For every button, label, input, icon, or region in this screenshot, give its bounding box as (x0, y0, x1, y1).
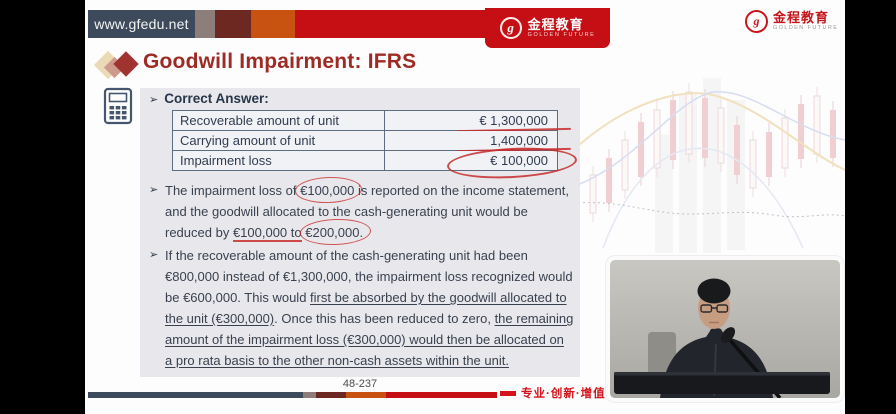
footer-color-segment (88, 392, 303, 398)
answer-table: Recoverable amount of unit € 1,300,000 C… (172, 110, 559, 171)
brand-logo: g 金程教育 GOLDEN FUTURE (745, 10, 838, 33)
presenter-video (610, 260, 840, 398)
correct-answer-heading: ➢ Correct Answer: (149, 91, 269, 106)
pillarbox-left (0, 0, 85, 414)
desk (614, 372, 830, 394)
bullet-item: ➢ The impairment loss of €100,000 is rep… (149, 180, 573, 243)
calculator-icon (103, 87, 133, 125)
lecture-slide: www.gfedu.net g 金程教育 GOLDEN FUTURE g 金程教… (85, 0, 845, 414)
chair-back (648, 332, 676, 376)
table-cell-label: Carrying amount of unit (172, 130, 385, 151)
brand-ribbon: g 金程教育 GOLDEN FUTURE (485, 8, 610, 48)
bullet-list: ➢ The impairment loss of €100,000 is rep… (149, 180, 573, 373)
brand-seal-icon: g (499, 17, 522, 39)
page-number: 48-237 (342, 378, 378, 390)
microphone-icon (720, 327, 736, 343)
footer-color-segment (303, 392, 316, 398)
footer-slogan: 专业·创新·增值 (521, 388, 606, 400)
footer-color-segment (346, 392, 386, 398)
footer-color-segment (316, 392, 346, 398)
slide-content-panel: ➢ Correct Answer: Recoverable amount of … (140, 88, 580, 377)
dash-icon (500, 390, 516, 396)
brand-name: 金程教育 (773, 10, 830, 26)
brand-subtitle: GOLDEN FUTURE (773, 25, 839, 32)
bullet-text: The impairment loss of €100,000 is repor… (165, 180, 569, 243)
table-row: Impairment loss € 100,000 (172, 150, 559, 171)
pillarbox-right (845, 0, 896, 414)
glasses-icon (700, 304, 729, 313)
topbar-color-segment (215, 10, 251, 38)
candlestick-watermark (563, 78, 845, 253)
brand-name: 金程教育 (527, 16, 584, 32)
table-cell-label: Impairment loss (172, 150, 385, 171)
footer-color-segment (386, 392, 497, 398)
footer-color-bar (88, 392, 497, 398)
table-cell-value: € 100,000 (383, 150, 559, 171)
topbar-color-segment (251, 10, 295, 38)
arrow-bullet-icon: ➢ (149, 249, 159, 261)
presenter-hair (697, 278, 731, 304)
desk-edge (614, 372, 830, 376)
brand-seal-icon: g (745, 10, 768, 33)
title-diamond-decoration (93, 48, 143, 82)
bullet-item: ➢ If the recoverable amount of the cash-… (149, 245, 573, 371)
webcam-frame (606, 256, 844, 402)
arrow-bullet-icon: ➢ (149, 94, 159, 106)
table-cell-label: Recoverable amount of unit (172, 110, 385, 131)
table-row: Carrying amount of unit 1,400,000 (172, 130, 559, 151)
arrow-bullet-icon: ➢ (149, 184, 159, 196)
correct-answer-label: Correct Answer: (164, 91, 269, 106)
page-title: Goodwill Impairment: IFRS (143, 50, 417, 73)
bullet-text: If the recoverable amount of the cash-ge… (165, 248, 574, 368)
table-cell-value: € 1,300,000 (383, 110, 559, 131)
topbar-color-segment (195, 10, 215, 38)
brand-subtitle: GOLDEN FUTURE (527, 31, 596, 38)
table-row: Recoverable amount of unit € 1,300,000 (172, 110, 559, 131)
site-url: www.gfedu.net (88, 10, 195, 38)
